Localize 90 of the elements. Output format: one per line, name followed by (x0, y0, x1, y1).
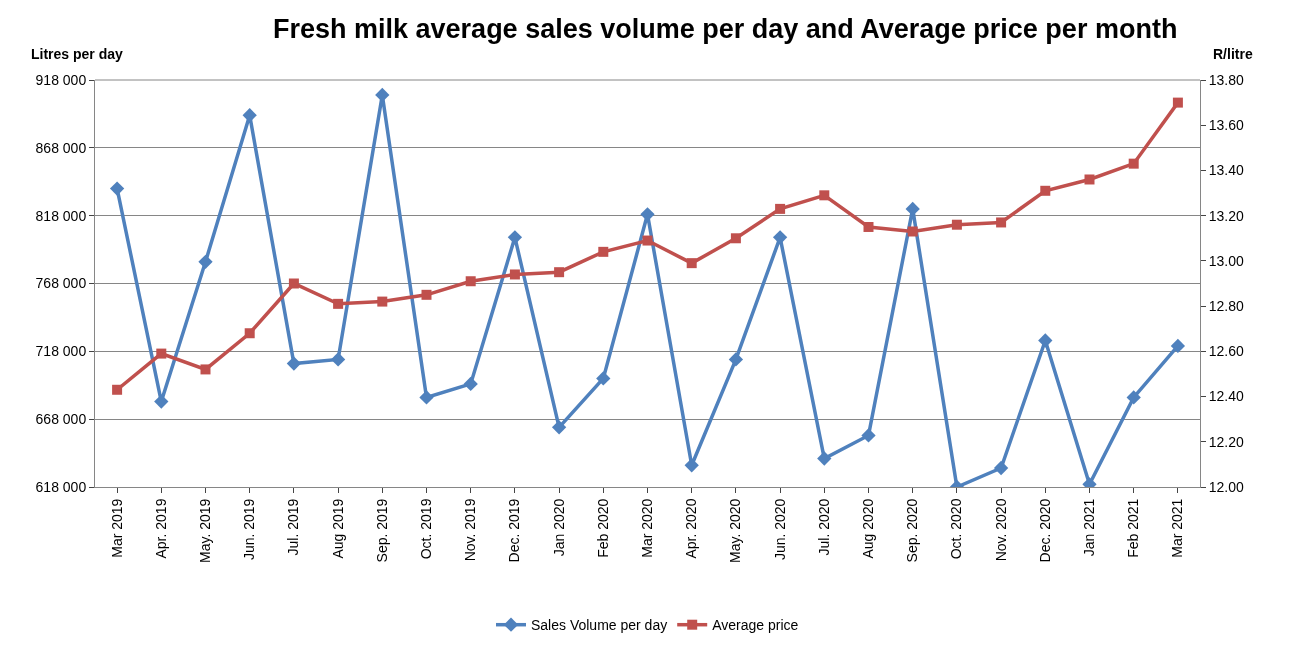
x-tick-label: Nov. 2020 (992, 498, 1009, 562)
x-tick-label: Jun. 2019 (241, 498, 258, 561)
y2-tick-label: 12.40 (1208, 388, 1245, 405)
point (330, 352, 346, 367)
point (419, 390, 434, 405)
point (1172, 97, 1183, 108)
point (333, 298, 344, 309)
point (1126, 390, 1141, 405)
y2-tick-label: 13.20 (1208, 207, 1245, 224)
point (377, 296, 388, 307)
y2-tick-label: 12.60 (1208, 343, 1245, 360)
x-tick-label: Aug 2020 (860, 498, 877, 559)
point (156, 348, 167, 359)
point (244, 328, 255, 339)
point (465, 276, 476, 287)
y2-tick-label: 13.80 (1208, 71, 1245, 88)
point (198, 254, 213, 269)
point (421, 289, 432, 300)
point (200, 364, 211, 375)
y-tick-label: 818 000 (35, 207, 87, 224)
x-tick-label: Sep. 2019 (373, 498, 390, 563)
y-tick-label: 868 000 (35, 139, 87, 156)
legend-label: Sales Volume per day (531, 617, 668, 634)
point (598, 246, 609, 257)
x-tick-label: Apr. 2020 (683, 498, 700, 559)
x-tick-label: Mar 2020 (639, 498, 656, 558)
y2-tick-label: 13.00 (1208, 252, 1245, 269)
x-tick-label: May. 2019 (197, 498, 214, 563)
y-tick-label: 668 000 (35, 411, 87, 428)
x-tick-label: Mar 2019 (108, 498, 125, 558)
x-tick-label: Sep. 2020 (904, 498, 921, 563)
point (463, 376, 478, 392)
x-tick-label: Oct. 2020 (948, 498, 965, 560)
point (1128, 158, 1139, 169)
x-tick-label: Aug 2019 (329, 498, 346, 559)
point (288, 278, 299, 289)
point (951, 219, 962, 230)
x-tick-label: Oct. 2019 (418, 498, 435, 560)
x-tick-label: Dec. 2020 (1036, 498, 1053, 563)
x-tick-label: Feb 2020 (594, 498, 611, 558)
x-tick-label: Jun. 2020 (771, 498, 788, 561)
y-tick-label: 618 000 (35, 478, 87, 495)
point (1038, 333, 1053, 348)
y2-tick-label: 13.60 (1208, 117, 1245, 134)
x-tick-label: Jan 2021 (1081, 498, 1098, 557)
point (863, 221, 874, 232)
y-tick-label: 768 000 (35, 275, 87, 292)
y2-tick-label: 12.80 (1208, 298, 1245, 315)
x-tick-label: Jul. 2019 (285, 498, 302, 556)
x-tick-label: Nov. 2019 (462, 498, 479, 562)
y2-tick-label: 12.20 (1208, 433, 1245, 450)
x-tick-label: Feb 2021 (1125, 498, 1142, 558)
point (112, 384, 123, 395)
point (684, 458, 699, 473)
y-tick-label: 918 000 (35, 71, 87, 88)
x-tick-label: Jan 2020 (550, 498, 567, 557)
point (642, 235, 653, 246)
point (154, 394, 169, 409)
x-tick-label: Apr. 2019 (152, 498, 169, 559)
y2-tick-label: 12.00 (1208, 478, 1245, 495)
point (286, 356, 302, 371)
point (817, 451, 832, 466)
y-axis-title: Litres per day (31, 46, 124, 62)
point (551, 420, 567, 435)
x-tick-label: Dec. 2019 (506, 498, 523, 563)
point (507, 230, 523, 245)
point (554, 267, 565, 278)
point (686, 258, 697, 269)
point (509, 269, 520, 280)
point (819, 190, 830, 201)
point (861, 428, 876, 443)
chart-title: Fresh milk average sales volume per day and Average price per month (273, 14, 1178, 45)
y2-axis-title: R/litre (1213, 46, 1253, 62)
point (728, 352, 744, 367)
x-tick-label: May. 2020 (727, 498, 744, 563)
point (996, 217, 1007, 228)
point (993, 460, 1009, 476)
point (1040, 185, 1051, 196)
point (1084, 174, 1095, 185)
y2-tick-label: 13.40 (1208, 162, 1245, 179)
point (907, 226, 918, 237)
point (1170, 338, 1186, 354)
point (775, 203, 786, 214)
x-tick-label: Jul. 2020 (815, 498, 832, 556)
x-tick-label: Mar 2021 (1169, 498, 1186, 558)
point (596, 371, 611, 386)
point (109, 181, 125, 196)
y-tick-label: 718 000 (35, 343, 87, 360)
legend-label: Average price (712, 617, 799, 634)
point (730, 233, 741, 244)
